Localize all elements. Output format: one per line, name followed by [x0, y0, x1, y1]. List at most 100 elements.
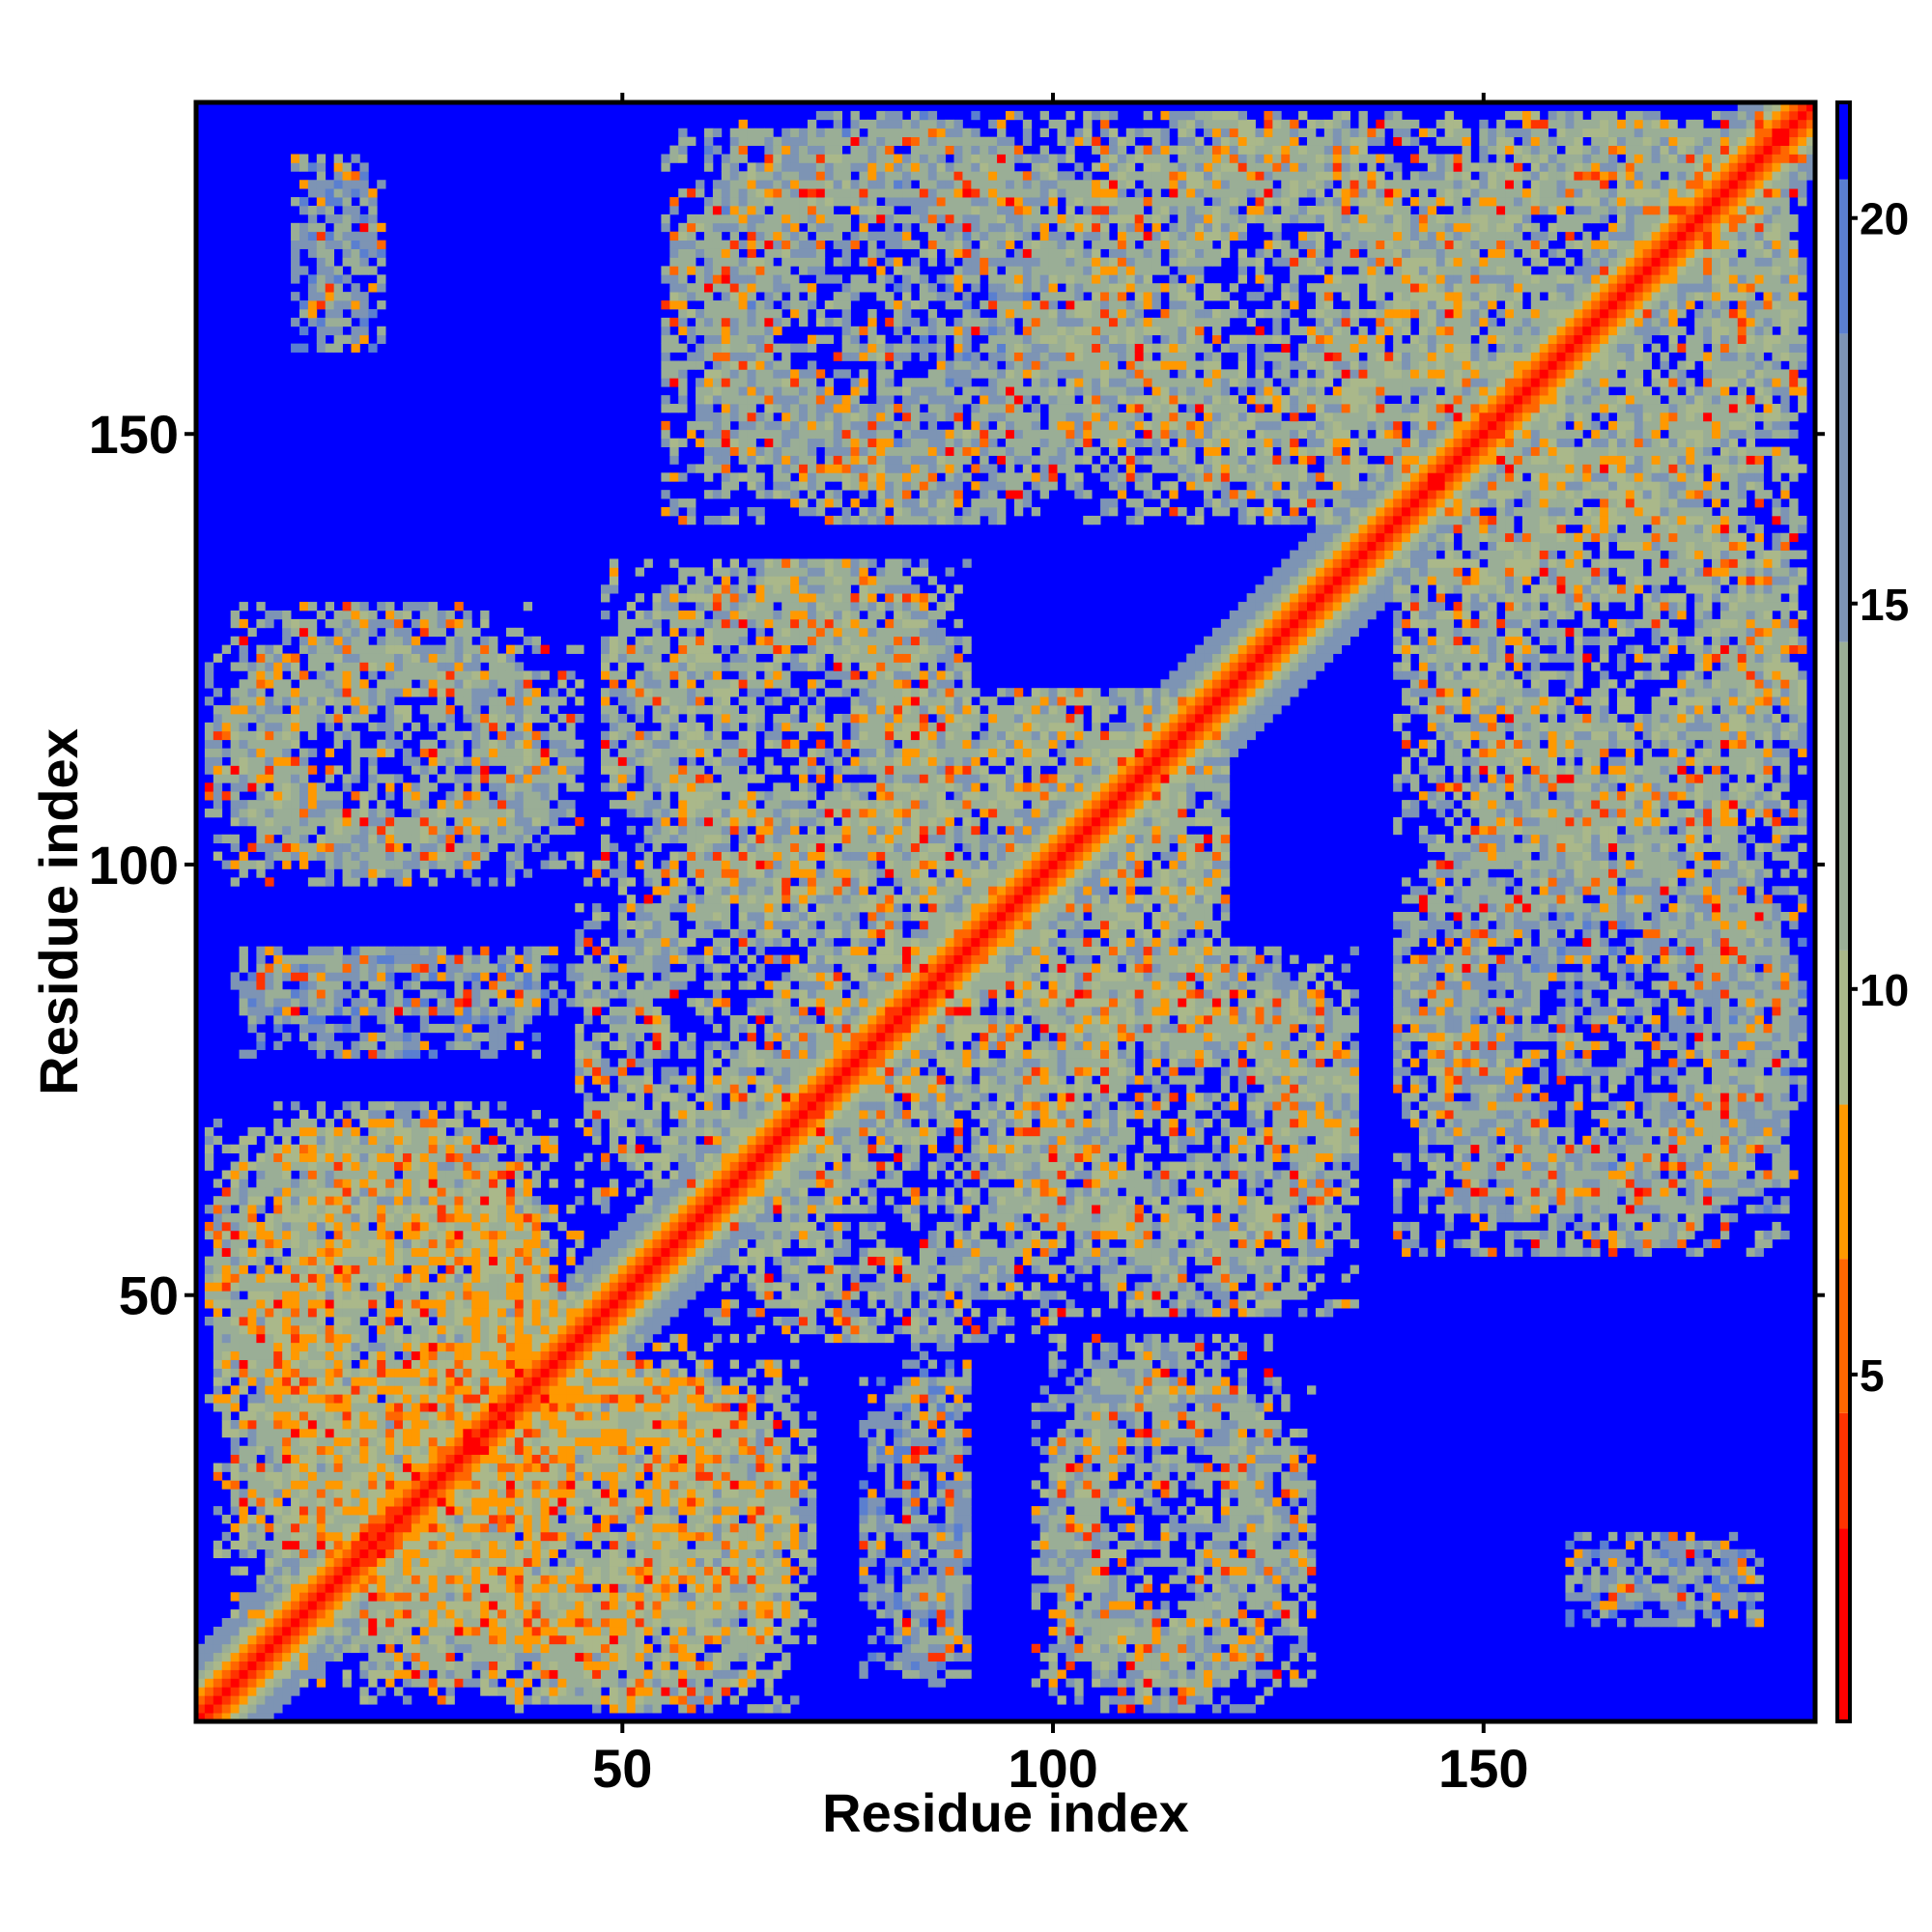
heatmap-cell: [351, 825, 360, 836]
heatmap-cell: [609, 1634, 619, 1645]
heatmap-cell: [609, 1592, 619, 1602]
heatmap-cell: [230, 662, 240, 671]
heatmap-cell: [445, 1652, 455, 1662]
heatmap-cell: [247, 1403, 257, 1412]
heatmap-cell: [575, 1377, 584, 1386]
heatmap-cell: [368, 1557, 378, 1567]
heatmap-cell: [531, 1377, 541, 1386]
heatmap-cell: [445, 1403, 455, 1412]
heatmap-cell: [540, 1480, 550, 1490]
heatmap-cell: [333, 851, 343, 861]
heatmap-cell: [402, 1299, 412, 1309]
heatmap-cell: [307, 1669, 318, 1679]
heatmap-cell: [333, 1643, 343, 1654]
heatmap-cell: [230, 877, 240, 887]
heatmap-cell: [377, 851, 386, 861]
heatmap-cell: [256, 602, 266, 611]
heatmap-cell: [265, 1264, 274, 1274]
heatmap-cell: [325, 1126, 335, 1137]
heatmap-cell: [575, 1497, 584, 1507]
heatmap-cell: [239, 1144, 248, 1154]
heatmap-cell: [273, 998, 283, 1008]
heatmap-cell: [566, 1540, 576, 1550]
heatmap-cell: [489, 1403, 498, 1412]
heatmap-cell: [325, 1205, 335, 1214]
heatmap-cell: [523, 739, 533, 750]
heatmap-cell: [307, 1205, 318, 1214]
heatmap-cell: [601, 1592, 611, 1602]
heatmap-cell: [428, 1110, 439, 1120]
heatmap-cell: [333, 1023, 343, 1034]
heatmap-cell: [291, 1566, 300, 1576]
heatmap-cell: [307, 1023, 318, 1034]
heatmap-cell: [566, 809, 576, 818]
heatmap-cell: [316, 1221, 327, 1232]
heatmap-cell: [437, 696, 446, 706]
heatmap-cell: [230, 1669, 240, 1679]
heatmap-cell: [609, 1471, 619, 1481]
heatmap-cell: [609, 1618, 619, 1628]
heatmap-cell: [333, 1436, 343, 1447]
heatmap-cell: [368, 1385, 378, 1395]
heatmap-cell: [282, 1661, 292, 1670]
heatmap-cell: [377, 774, 386, 783]
heatmap-cell: [411, 1601, 421, 1610]
heatmap-cell: [316, 1291, 327, 1300]
heatmap-cell: [213, 1359, 223, 1369]
heatmap-cell: [635, 989, 644, 999]
heatmap-cell: [411, 1377, 421, 1386]
heatmap-cell: [273, 1333, 283, 1344]
heatmap-cell: [523, 1601, 533, 1610]
heatmap-cell: [377, 1161, 386, 1171]
heatmap-cell: [213, 1540, 223, 1550]
heatmap-cell: [549, 1247, 558, 1257]
heatmap-cell: [291, 1419, 300, 1430]
heatmap-cell: [298, 197, 309, 207]
heatmap-cell: [385, 1282, 395, 1292]
heatmap-cell: [204, 748, 214, 757]
heatmap-cell: [204, 1161, 214, 1171]
heatmap-cell: [256, 1531, 266, 1542]
heatmap-cell: [445, 1213, 455, 1223]
heatmap-cell: [265, 963, 274, 973]
heatmap-cell: [583, 1152, 593, 1162]
heatmap-cell: [480, 765, 490, 775]
heatmap-cell: [592, 963, 602, 973]
heatmap-cell: [445, 765, 455, 775]
heatmap-cell: [298, 834, 309, 844]
heatmap-cell: [445, 1480, 455, 1490]
heatmap-cell: [463, 972, 472, 981]
heatmap-cell: [385, 972, 395, 981]
heatmap-cell: [531, 1480, 541, 1490]
heatmap-cell: [480, 809, 490, 818]
heatmap-cell: [256, 860, 266, 869]
heatmap-cell: [523, 1187, 533, 1197]
heatmap-cell: [514, 1179, 525, 1188]
heatmap-cell: [601, 636, 611, 646]
heatmap-cell: [394, 1618, 404, 1628]
heatmap-cell: [549, 980, 558, 990]
heatmap-cell: [635, 842, 644, 852]
heatmap-cell: [497, 1661, 507, 1670]
heatmap-cell: [505, 1419, 516, 1430]
heatmap-cell: [265, 972, 274, 981]
heatmap-cell: [411, 972, 421, 981]
heatmap-cell: [230, 1324, 240, 1335]
heatmap-cell: [291, 266, 300, 275]
heatmap-cell: [557, 1385, 567, 1395]
heatmap-cell: [298, 670, 309, 680]
heatmap-cell: [394, 679, 404, 689]
heatmap-cell: [239, 1497, 248, 1507]
heatmap-cell: [437, 1489, 446, 1498]
heatmap-cell: [445, 1196, 455, 1206]
heatmap-cell: [531, 1317, 541, 1326]
heatmap-cell: [385, 1428, 395, 1438]
heatmap-cell: [635, 1032, 644, 1042]
heatmap-cell: [359, 1548, 369, 1559]
heatmap-cell: [265, 696, 274, 706]
heatmap-cell: [273, 1350, 283, 1360]
heatmap-cell: [489, 1669, 498, 1679]
heatmap-cell: [291, 1385, 300, 1395]
heatmap-cell: [609, 1626, 619, 1636]
heatmap-cell: [489, 1368, 498, 1378]
